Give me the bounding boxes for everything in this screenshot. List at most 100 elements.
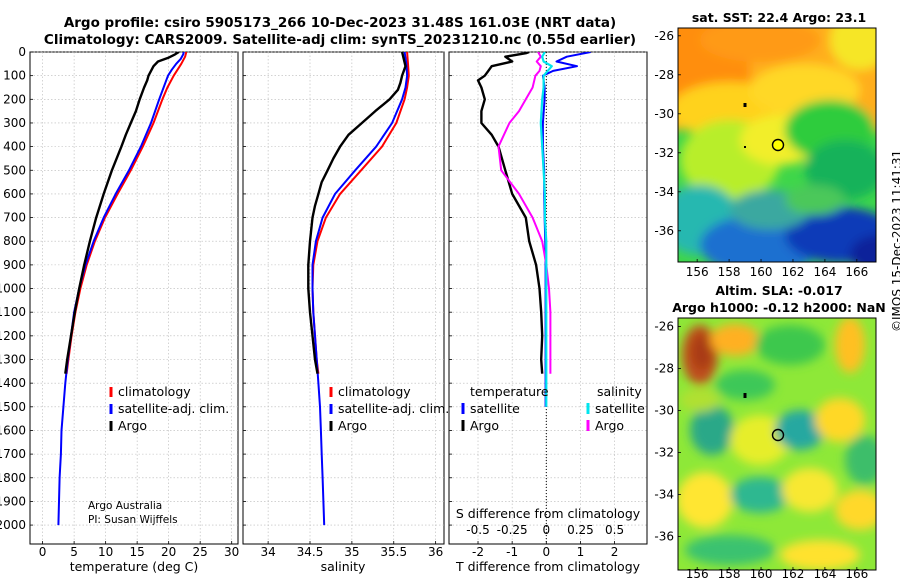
sla-map-ticks: 156 158 160 162 164 166 -26 -28 -30 -32 -34 -36 — [654, 319, 868, 580]
credit-line1: Argo Australia — [88, 500, 163, 512]
y-tick-label: 1800 — [0, 471, 26, 485]
difference-legend: temperature salinity satellite Argo sate… — [461, 384, 645, 433]
float-position-marker — [771, 428, 785, 442]
map-y-tick-label: -30 — [654, 107, 674, 121]
y-tick-label: 1400 — [0, 376, 26, 390]
x-tick-label: 0 — [39, 545, 47, 559]
y-tick-label: 1600 — [0, 423, 26, 437]
s-tick-label: 0.5 — [605, 523, 624, 537]
map-x-tick-label: 164 — [813, 265, 836, 279]
y-tick-label: 1700 — [0, 447, 26, 461]
map-y-tick-label: -34 — [654, 487, 674, 501]
imos-timestamp: ©IMOS 15-Dec-2023 11:41:31 — [890, 149, 900, 332]
difference-lines — [476, 52, 591, 407]
salinity-panel: 34 34.5 35 35.5 36 climatology satellite-adj… — [242, 51, 449, 574]
s-tick-label: -0.5 — [466, 523, 489, 537]
temperature-lines — [57, 52, 188, 526]
map-x-tick-label: 156 — [686, 567, 709, 580]
x-tick-label: 2 — [611, 545, 619, 559]
y-tick-label: 1300 — [0, 353, 26, 367]
temperature-ticks: 0100200300400500600700800900100011001200… — [0, 45, 239, 559]
x-tick-label: 1 — [577, 545, 585, 559]
t-difference-xlabel: T difference from climatology — [455, 559, 641, 574]
s-tick-label: 0 — [542, 523, 550, 537]
salinity-legend: climatology satellite-adj. clim. Argo — [329, 384, 449, 433]
y-tick-label: 200 — [3, 92, 26, 106]
series-argo — [64, 52, 180, 374]
temperature-legend: climatology satellite-adj. clim. Argo — [109, 384, 229, 433]
map-x-tick-label: 158 — [718, 567, 741, 580]
map-y-tick-label: -26 — [654, 319, 674, 333]
temperature-xlabel: temperature (deg C) — [70, 559, 199, 574]
legend-label-satellite-t: satellite — [470, 401, 520, 416]
x-tick-label: 25 — [193, 545, 208, 559]
difference-axes-box — [448, 51, 648, 545]
s-tick-label: 0.25 — [567, 523, 594, 537]
y-tick-label: 1200 — [0, 329, 26, 343]
map-x-tick-label: 162 — [782, 265, 805, 279]
x-tick-label: 35 — [344, 545, 359, 559]
map-y-tick-label: -28 — [654, 68, 674, 82]
sla-map-image — [678, 318, 876, 570]
y-tick-label: 1100 — [0, 305, 26, 319]
map-y-tick-label: -30 — [654, 403, 674, 417]
map-y-tick-label: -36 — [654, 529, 674, 543]
legend-label-satellite-s: satellite — [595, 401, 645, 416]
map-y-tick-label: -36 — [654, 224, 674, 238]
map-y-tick-label: -28 — [654, 361, 674, 375]
sla-map-title: Altim. SLA: -0.017 — [715, 283, 842, 298]
series-satellite-adj-clim- — [311, 52, 409, 526]
map-x-tick-label: 164 — [813, 567, 836, 580]
x-tick-label: 0 — [542, 545, 550, 559]
legend-label-argo-s: Argo — [595, 418, 624, 433]
x-tick-label: 10 — [98, 545, 113, 559]
map-x-tick-label: 162 — [782, 567, 805, 580]
sla-map: Altim. SLA: -0.017 Argo h1000: -0.12 h20… — [654, 283, 885, 580]
sst-map: sat. SST: 22.4 Argo: 23.1 — [654, 10, 877, 279]
x-tick-label: -2 — [472, 545, 484, 559]
sla-map-subtitle: Argo h1000: -0.12 h2000: NaN — [672, 300, 886, 315]
legend-label-argo: Argo — [118, 418, 147, 433]
figure-title-line2: Climatology: CARS2009. Satellite-adj cli… — [43, 32, 637, 48]
map-y-tick-label: -32 — [654, 146, 674, 160]
sst-map-ticks: 156 158 160 162 164 166 -26 -28 -30 -32 -34 -36 — [654, 29, 868, 279]
y-tick-label: 1000 — [0, 282, 26, 296]
x-tick-label: 36 — [428, 545, 443, 559]
legend-label-argo: Argo — [338, 418, 367, 433]
credit-line2: PI: Susan Wijffels — [88, 514, 178, 526]
series-argo-s-difference — [497, 52, 552, 374]
salinity-axes-box — [242, 51, 445, 545]
map-x-tick-label: 156 — [686, 265, 709, 279]
s-difference-label: S difference from climatology — [456, 506, 641, 521]
difference-ticks: -2 -1 0 1 2 -0.5 -0.25 0 0.25 0.5 — [449, 51, 624, 559]
salinity-ticks: 34 34.5 35 35.5 36 — [243, 51, 443, 559]
y-tick-label: 700 — [3, 211, 26, 225]
y-tick-label: 800 — [3, 234, 26, 248]
map-x-tick-label: 160 — [750, 567, 773, 580]
legend-heading-temperature: temperature — [470, 384, 549, 399]
x-tick-label: 15 — [130, 545, 145, 559]
legend-label-satellite-adj: satellite-adj. clim. — [338, 401, 449, 416]
legend-label-climatology: climatology — [118, 384, 191, 399]
temperature-panel: 0100200300400500600700800900100011001200… — [0, 45, 239, 574]
y-tick-label: 500 — [3, 163, 26, 177]
y-tick-label: 2000 — [0, 518, 26, 532]
map-x-tick-label: 166 — [845, 265, 868, 279]
legend-label-climatology: climatology — [338, 384, 411, 399]
legend-label-satellite-adj: satellite-adj. clim. — [118, 401, 229, 416]
y-tick-label: 1500 — [0, 400, 26, 414]
series-argo — [307, 52, 407, 374]
x-tick-label: 30 — [224, 545, 239, 559]
s-tick-label: -0.25 — [497, 523, 528, 537]
x-tick-label: -1 — [506, 545, 518, 559]
figure-title-line1: Argo profile: csiro 5905173_266 10-Dec-2… — [63, 15, 617, 31]
sst-map-image — [678, 28, 876, 262]
salinity-xlabel: salinity — [321, 559, 366, 574]
series-argo-t-difference — [476, 52, 544, 374]
map-y-tick-label: -26 — [654, 29, 674, 43]
temperature-grid — [30, 51, 238, 544]
y-tick-label: 300 — [3, 116, 26, 130]
map-x-tick-label: 158 — [718, 265, 741, 279]
map-y-tick-label: -34 — [654, 185, 674, 199]
